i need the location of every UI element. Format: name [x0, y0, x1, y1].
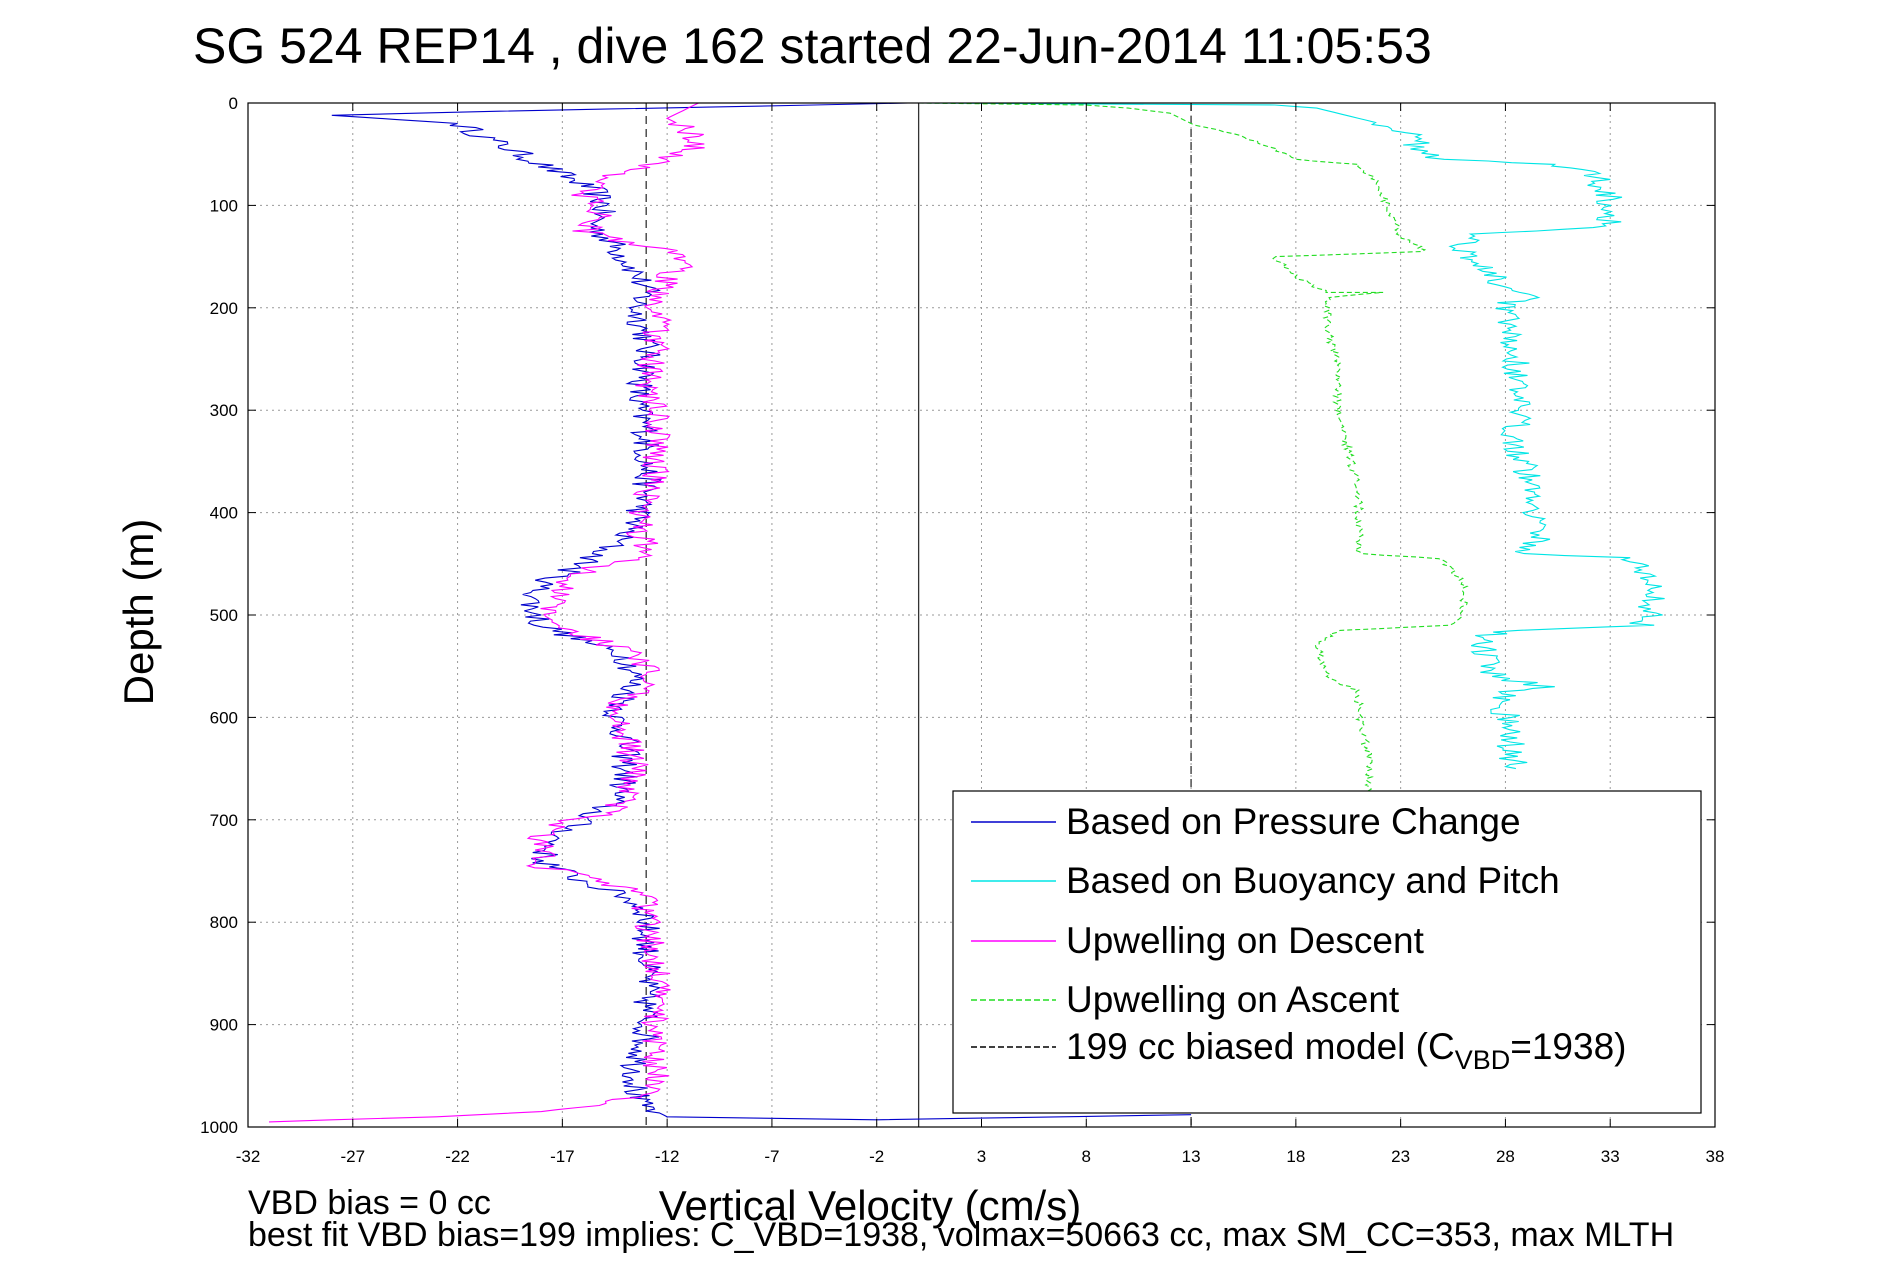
y-tick-label: 700	[210, 811, 238, 830]
x-tick-label: -2	[869, 1147, 884, 1166]
series-line	[918, 102, 1665, 770]
x-tick-label: -32	[236, 1147, 261, 1166]
x-tick-label: 8	[1082, 1147, 1091, 1166]
legend-label: Upwelling on Descent	[1066, 920, 1425, 961]
x-tick-label: -27	[340, 1147, 365, 1166]
y-tick-label: 900	[210, 1016, 238, 1035]
x-tick-label: -12	[655, 1147, 680, 1166]
x-tick-label: 18	[1286, 1147, 1305, 1166]
y-tick-label: 200	[210, 299, 238, 318]
x-tick-label: 33	[1601, 1147, 1620, 1166]
legend-label-subscript: VBD	[1455, 1045, 1511, 1075]
x-tick-label: 28	[1496, 1147, 1515, 1166]
series-line	[331, 102, 1192, 1121]
x-tick-labels: -32 -27 -22 -17 -12 -7 -2 3 8 13 18 23 28 33 38	[236, 103, 1725, 1166]
series-lines	[268, 102, 1665, 1123]
y-tick-label: 100	[210, 196, 238, 215]
y-tick-label: 300	[210, 401, 238, 420]
x-tick-label: 13	[1182, 1147, 1201, 1166]
legend: Based on Pressure Change Based on Buoyanc…	[952, 790, 1702, 1114]
legend-label: Upwelling on Ascent	[1066, 979, 1400, 1020]
x-tick-label: -17	[550, 1147, 575, 1166]
y-tick-label: 800	[210, 913, 238, 932]
legend-label: 199 cc biased model (CVBD=1938)	[1066, 1026, 1626, 1075]
y-tick-label: 400	[210, 504, 238, 523]
x-axis-label: Vertical Velocity (cm/s)	[659, 1182, 1081, 1229]
y-tick-label: 600	[210, 708, 238, 727]
series-line	[918, 102, 1469, 800]
y-tick-label: 0	[229, 94, 238, 113]
series-line	[268, 102, 705, 1123]
legend-label: Based on Pressure Change	[1066, 801, 1521, 842]
x-tick-label: 38	[1706, 1147, 1725, 1166]
x-tick-label: 23	[1391, 1147, 1410, 1166]
legend-label: Based on Buoyancy and Pitch	[1066, 860, 1560, 901]
y-axis-label: Depth (m)	[115, 519, 162, 706]
y-tick-labels: 0 100 200 300 400 500 600 700 800 900 1000	[200, 94, 1715, 1137]
x-tick-label: -22	[445, 1147, 470, 1166]
chart-title: SG 524 REP14 , dive 162 started 22-Jun-2…	[193, 18, 1432, 74]
legend-label-tail: =1938)	[1510, 1026, 1626, 1067]
best-fit-annotation: best fit VBD bias=199 implies: C_VBD=193…	[248, 1216, 1674, 1254]
x-tick-label: -7	[764, 1147, 779, 1166]
y-tick-label: 1000	[200, 1118, 238, 1137]
x-tick-label: 3	[977, 1147, 986, 1166]
vbd-bias-annotation: VBD bias = 0 cc	[248, 1184, 491, 1222]
legend-box	[952, 790, 1702, 1114]
reference-lines	[645, 103, 1192, 1127]
y-tick-label: 500	[210, 606, 238, 625]
